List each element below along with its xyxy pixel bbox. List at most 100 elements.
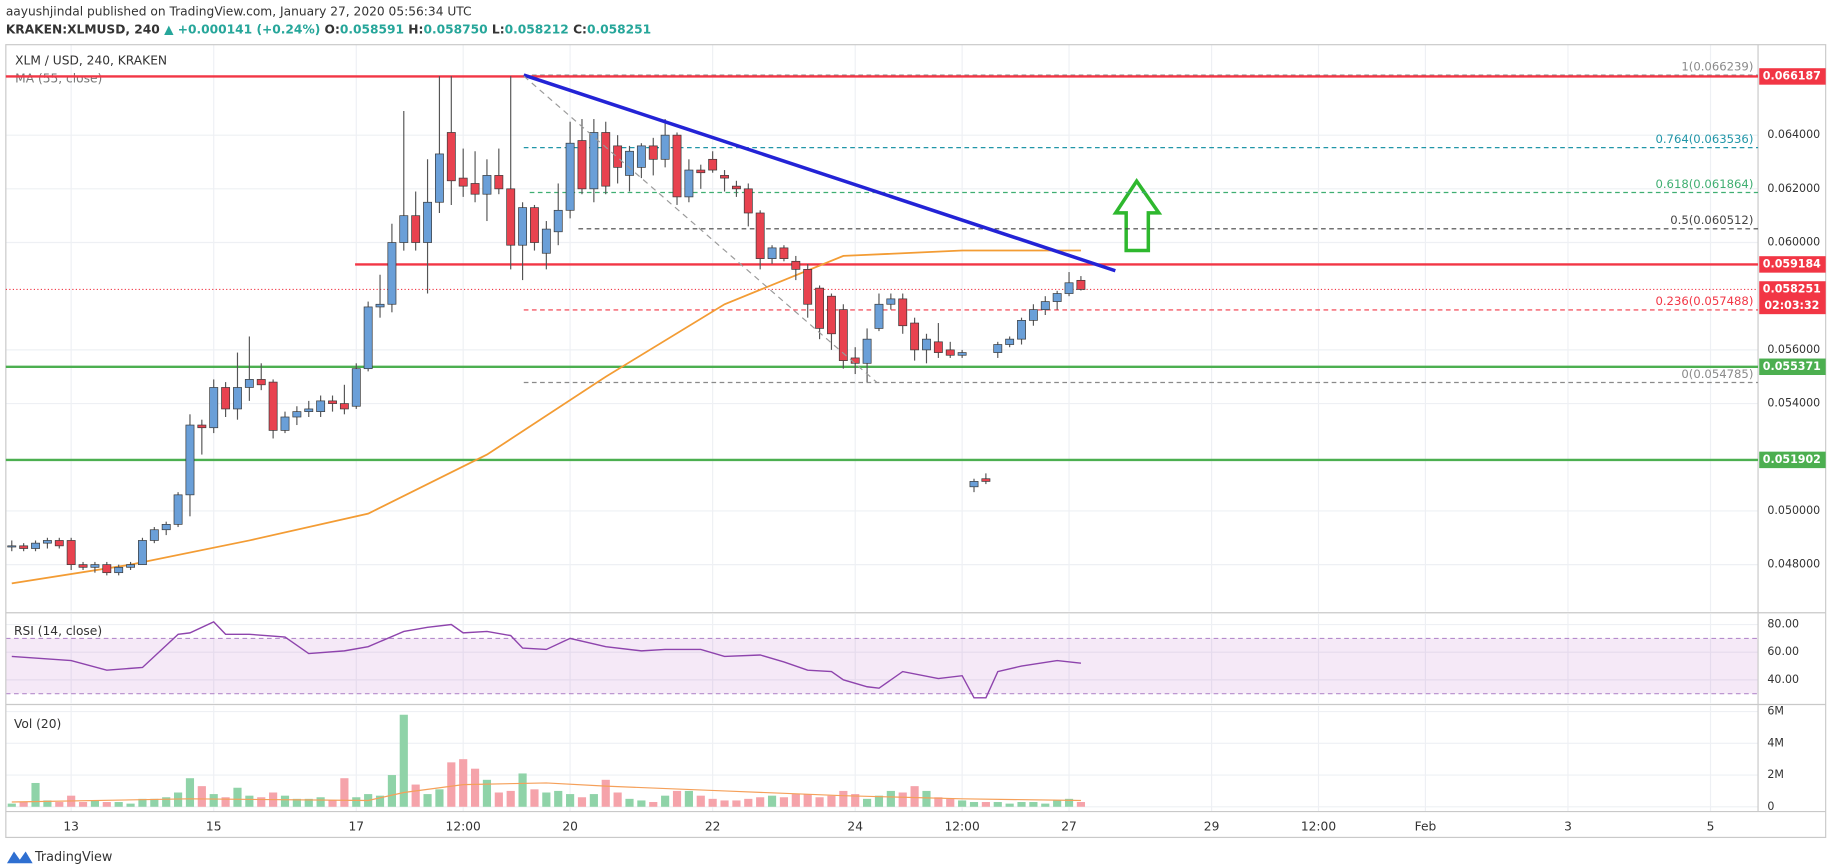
- candle-body: [90, 564, 100, 568]
- candle-body: [126, 564, 135, 568]
- candle-body: [993, 344, 1003, 353]
- y-tick-label: 0.060000: [1767, 235, 1820, 248]
- volume-bar: [506, 790, 515, 807]
- candle-body: [922, 338, 931, 351]
- candle-body: [957, 352, 967, 356]
- symbol: KRAKEN:XLMUSD, 240: [6, 22, 160, 36]
- volume-bar: [340, 778, 349, 807]
- candle-body: [577, 140, 587, 190]
- volume-bar: [1053, 800, 1062, 807]
- y-tick-label: 0.062000: [1767, 182, 1820, 195]
- y-tick-label: 0.056000: [1767, 343, 1820, 356]
- x-tick-label: 3: [1564, 819, 1572, 833]
- candle-body: [482, 175, 492, 195]
- candle-body: [42, 540, 52, 544]
- fib-label: 0.5(0.060512): [1670, 213, 1753, 227]
- candle-body: [696, 169, 706, 174]
- volume-bar: [934, 797, 943, 807]
- candle-body: [1028, 309, 1038, 321]
- candle-body: [411, 215, 421, 243]
- candle-body: [316, 400, 326, 412]
- x-tick-label: 13: [63, 819, 79, 833]
- candle-body: [541, 228, 551, 254]
- volume-bar: [245, 795, 254, 807]
- volume-bar: [7, 803, 16, 807]
- fib-label: 0.764(0.063536): [1655, 132, 1753, 146]
- candle-body: [969, 481, 979, 488]
- candle-body: [684, 169, 694, 198]
- author-line: aayushjindal published on TradingView.co…: [6, 4, 472, 18]
- candle-body: [328, 400, 337, 404]
- candle-body: [827, 295, 836, 335]
- candle-body: [244, 379, 254, 388]
- candle-body: [494, 175, 504, 190]
- y-tick-label: 0.048000: [1767, 558, 1820, 571]
- candle-body: [387, 242, 397, 305]
- price-badge: [1759, 256, 1826, 273]
- volume-bar: [756, 797, 765, 807]
- volume-bar: [791, 794, 800, 807]
- candle-body: [660, 134, 670, 160]
- candle-body: [292, 411, 302, 418]
- x-tick-label: 20: [562, 819, 578, 833]
- volume-bar: [720, 800, 729, 807]
- price-badge-label: 0.066187: [1763, 69, 1821, 82]
- volume-bar: [1064, 798, 1074, 807]
- volume-bar: [470, 768, 480, 807]
- candle-body: [173, 494, 183, 525]
- volume-bar: [114, 802, 123, 807]
- volume-bar: [292, 798, 301, 807]
- h-label: H:: [408, 22, 423, 36]
- candle-body: [434, 153, 444, 203]
- volume-bar: [304, 798, 313, 807]
- candle-body: [31, 542, 40, 549]
- volume-bar: [423, 794, 432, 807]
- candle-body: [886, 298, 896, 305]
- l-value: 0.058212: [505, 22, 569, 36]
- volume-bar: [102, 802, 111, 807]
- candle-body: [1064, 282, 1074, 294]
- volume-bar: [922, 790, 931, 807]
- brand-logo: [6, 851, 33, 864]
- volume-bar: [162, 797, 171, 807]
- volume-bar: [185, 778, 195, 807]
- candle-body: [803, 269, 813, 305]
- volume-bar: [233, 787, 242, 807]
- candle-body: [708, 158, 718, 171]
- volume-ma-line: [11, 782, 1081, 803]
- price-badge: [1759, 281, 1826, 315]
- vol-title: Vol (20): [14, 717, 61, 731]
- candle-body: [945, 349, 955, 356]
- candle-body: [589, 132, 599, 190]
- y-tick-label: 6M: [1767, 705, 1784, 718]
- volume-bar: [494, 792, 503, 807]
- candle-body: [470, 183, 480, 195]
- candle-body: [197, 424, 207, 429]
- volume-bar: [708, 798, 717, 807]
- volume-bar: [19, 802, 28, 807]
- layer: [5, 44, 1759, 812]
- rsi-title: RSI (14, close): [14, 624, 102, 638]
- candle-body: [779, 247, 789, 259]
- volume-bar: [744, 798, 753, 807]
- volume-bar: [898, 792, 907, 807]
- x-tick-label: 15: [206, 819, 222, 833]
- volume-bar: [518, 773, 527, 807]
- candle-body: [1076, 279, 1086, 290]
- candle-body: [7, 545, 17, 548]
- l-label: L:: [492, 22, 505, 36]
- candle-body: [743, 188, 753, 214]
- symbol-info: KRAKEN:XLMUSD, 240 ▲ +0.000141 (+0.24%) …: [6, 22, 651, 36]
- y-tick-label: 2M: [1767, 768, 1784, 781]
- candle-body: [54, 540, 64, 547]
- candle-body: [731, 185, 741, 190]
- ma-legend: MA (55, close): [15, 71, 102, 85]
- candle-body: [19, 545, 29, 549]
- volume-bar: [138, 798, 147, 807]
- x-tick-label: 12:00: [945, 819, 980, 833]
- y-tick-label: 40.00: [1767, 673, 1799, 686]
- price-badge: [1759, 68, 1826, 85]
- candle-body: [755, 212, 765, 259]
- volume-bar: [625, 798, 634, 807]
- x-tick-label: 22: [705, 819, 721, 833]
